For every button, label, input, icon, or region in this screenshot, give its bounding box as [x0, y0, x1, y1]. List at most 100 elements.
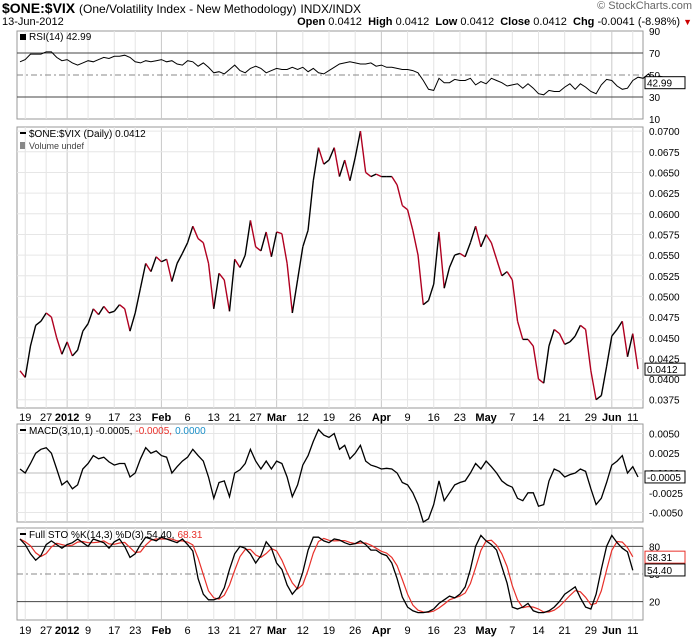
macd-line — [19, 428, 639, 523]
price-segment — [302, 230, 309, 248]
price-y-tick: 0.0675 — [649, 148, 680, 159]
stochastic-legend-swatch — [20, 533, 26, 535]
price-y-tick: 0.0700 — [649, 127, 680, 138]
macd-y-tick: 0.0050 — [649, 429, 680, 440]
price-segment — [527, 338, 534, 347]
chart-title: $ONE:$VIX (One/Volatility Index - New Me… — [2, 0, 361, 16]
price-segment — [134, 288, 142, 314]
x-axis-bottom-label: 16 — [428, 625, 440, 637]
x-axis-top-label: 9 — [85, 412, 91, 424]
price-segment — [605, 335, 613, 367]
stochastic-k-last-box — [644, 563, 686, 577]
x-axis-bottom-label: 29 — [585, 625, 597, 637]
price-segment — [548, 329, 555, 347]
price-segment — [569, 335, 576, 343]
close-label: Close — [500, 16, 531, 28]
macd-legend: MACD(3,10,1) -0.0005, — [29, 426, 132, 437]
x-axis-top-label: 23 — [129, 412, 141, 424]
price-segment — [61, 341, 68, 355]
price-segment — [29, 325, 37, 347]
x-axis-bottom-label: 19 — [323, 625, 335, 637]
price-y-tick: 0.0550 — [649, 251, 680, 262]
price-segment — [543, 345, 550, 384]
price-segment — [558, 333, 566, 345]
price-segment — [291, 279, 299, 314]
price-y-tick: 0.0625 — [649, 189, 680, 200]
price-segment — [76, 330, 84, 351]
price-segment — [438, 231, 445, 289]
high-value: 0.0412 — [395, 16, 430, 28]
price-segment — [197, 238, 204, 244]
price-segment — [186, 225, 194, 243]
price-segment — [511, 279, 519, 322]
price-segment — [632, 333, 639, 370]
rsi-legend: RSI(14) 42.99 — [29, 32, 92, 43]
price-segment — [92, 308, 100, 316]
x-axis-top-label: Mar — [267, 412, 287, 424]
price-segment — [584, 329, 592, 371]
stockcharts-credit[interactable]: © StockCharts.com — [597, 0, 692, 12]
price-segment — [124, 308, 131, 332]
price-segment — [506, 271, 513, 281]
price-segment — [443, 267, 451, 289]
macd-last-value-box — [644, 470, 686, 484]
x-axis-bottom-label: 9 — [85, 625, 91, 637]
x-axis-top-label: 14 — [532, 412, 544, 424]
x-axis-bottom-label: 6 — [185, 625, 191, 637]
price-last-value-box — [644, 362, 686, 376]
price-segment — [375, 173, 382, 178]
rsi-y-tick: 90 — [649, 27, 661, 38]
price-segment — [312, 147, 320, 181]
price-segment — [103, 305, 110, 314]
price-segment — [323, 159, 330, 165]
price-segment — [286, 263, 294, 314]
macd-last-value: -0.0005 — [647, 473, 681, 484]
x-axis-top-label: 2012 — [55, 412, 79, 424]
price-segment — [40, 312, 47, 322]
rsi-legend-swatch — [20, 34, 26, 40]
price-y-tick: 0.0475 — [649, 313, 680, 324]
price-segment — [244, 220, 252, 256]
price-segment — [611, 329, 618, 337]
x-axis-bottom-label: 27 — [250, 625, 262, 637]
price-segment — [370, 173, 377, 178]
x-axis-bottom-label: 27 — [40, 625, 52, 637]
price-segment — [276, 231, 283, 235]
x-axis-bottom-label: 23 — [454, 625, 466, 637]
price-segment — [260, 231, 267, 252]
price-segment — [35, 320, 42, 326]
price-segment — [207, 263, 215, 309]
close-value: 0.0412 — [533, 16, 567, 28]
price-segment — [433, 231, 440, 285]
macd-legend-swatch — [20, 429, 26, 431]
low-value: 0.0412 — [460, 16, 495, 28]
x-axis-top-label: May — [475, 412, 497, 424]
price-segment — [448, 254, 456, 268]
price-segment — [406, 209, 414, 231]
price-segment — [161, 258, 167, 263]
price-segment — [165, 259, 173, 282]
price-segment — [265, 231, 273, 257]
price-segment — [422, 300, 429, 306]
price-segment — [87, 308, 94, 324]
x-axis-bottom-label: 17 — [108, 625, 120, 637]
x-axis-top-label: 13 — [208, 412, 220, 424]
price-segment — [501, 271, 508, 277]
price-segment — [55, 337, 63, 355]
price-segment — [270, 231, 278, 257]
rsi-y-tick: 30 — [649, 93, 661, 104]
price-segment — [464, 242, 472, 258]
price-segment — [396, 184, 404, 206]
price-segment — [427, 283, 435, 301]
symbol-description: (One/Volatility Index - New Methodology) — [79, 2, 297, 16]
x-axis-bottom-label: 11 — [627, 625, 638, 637]
macd-y-tick: 0.0025 — [649, 449, 680, 460]
symbol: $ONE:$VIX — [2, 0, 76, 16]
x-axis-top-label: 27 — [40, 412, 52, 424]
price-segment — [412, 230, 419, 256]
macd-legend-signal: -0.0005, — [135, 426, 172, 437]
x-axis-bottom-label: May — [475, 625, 497, 637]
x-axis-top-label: 23 — [454, 412, 466, 424]
stochastic-k-last: 54.40 — [647, 566, 672, 577]
price-segment — [296, 246, 304, 281]
